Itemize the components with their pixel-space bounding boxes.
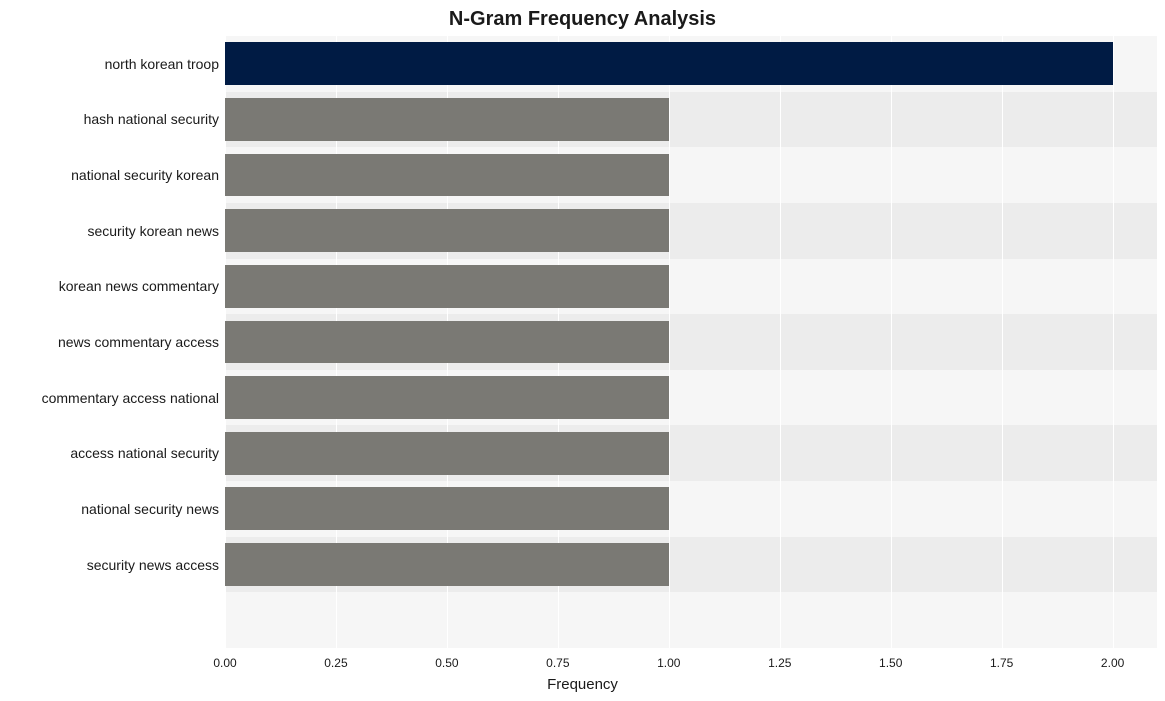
x-tick-label: 1.75 [990, 656, 1013, 670]
x-gridline [891, 36, 892, 648]
x-tick-label: 0.50 [435, 656, 458, 670]
bar [225, 42, 1113, 85]
y-tick-label: north korean troop [105, 56, 219, 72]
y-tick-label: news commentary access [58, 334, 219, 350]
x-tick-label: 2.00 [1101, 656, 1124, 670]
y-tick-label: hash national security [84, 111, 219, 127]
chart-title: N-Gram Frequency Analysis [0, 8, 1165, 31]
ngram-frequency-chart: N-Gram Frequency Analysis Frequency 0.00… [0, 0, 1165, 701]
bar [225, 432, 669, 475]
bar [225, 543, 669, 586]
bar [225, 376, 669, 419]
bar [225, 209, 669, 252]
y-tick-label: national security korean [71, 167, 219, 183]
bar [225, 154, 669, 197]
x-axis-label: Frequency [0, 676, 1165, 693]
x-gridline [1113, 36, 1114, 648]
y-tick-label: security news access [87, 557, 219, 573]
x-tick-label: 1.00 [657, 656, 680, 670]
y-tick-label: commentary access national [42, 390, 219, 406]
bar [225, 265, 669, 308]
y-tick-label: national security news [81, 501, 219, 517]
grid-band [225, 592, 1157, 648]
bar [225, 321, 669, 364]
x-gridline [669, 36, 670, 648]
x-gridline [1002, 36, 1003, 648]
x-tick-label: 1.50 [879, 656, 902, 670]
x-tick-label: 0.00 [213, 656, 236, 670]
y-tick-label: korean news commentary [59, 278, 219, 294]
bar [225, 487, 669, 530]
bar [225, 98, 669, 141]
y-tick-label: access national security [70, 445, 219, 461]
x-tick-label: 0.25 [324, 656, 347, 670]
y-tick-label: security korean news [87, 223, 219, 239]
x-tick-label: 0.75 [546, 656, 569, 670]
x-gridline [780, 36, 781, 648]
plot-area [225, 36, 1157, 648]
x-tick-label: 1.25 [768, 656, 791, 670]
